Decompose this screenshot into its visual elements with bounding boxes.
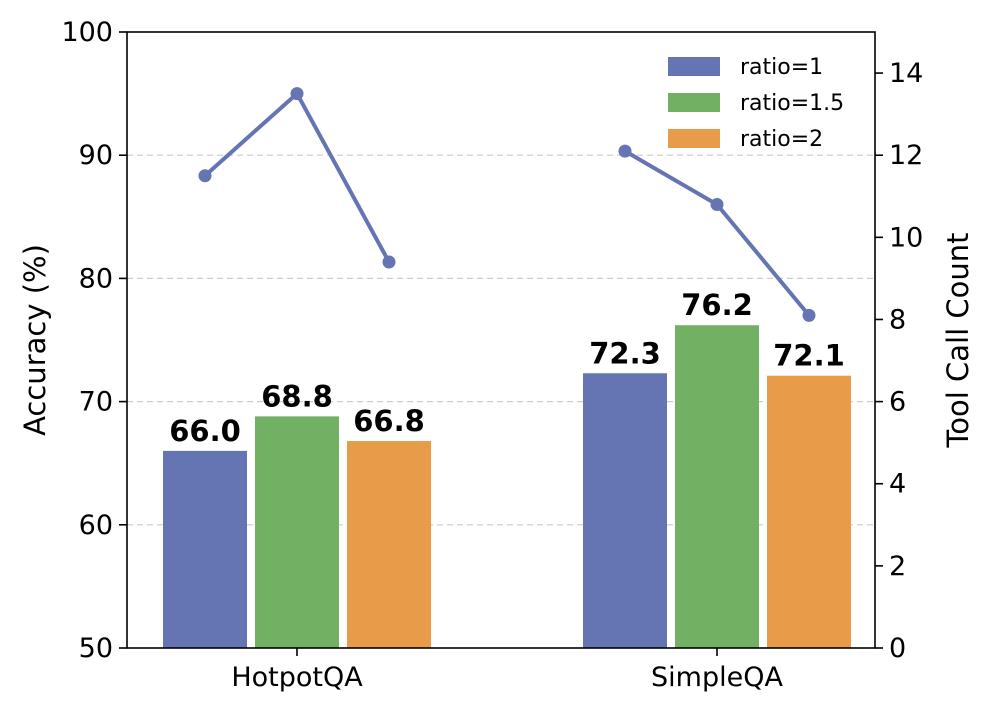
y2-tick-label: 12 [889, 140, 923, 171]
bar-label-layer: 66.0 72.3 68.8 76.2 66.8 72.1 [169, 288, 845, 448]
legend-label: ratio=1 [740, 55, 823, 80]
y-tick-label: 80 [79, 263, 113, 294]
legend-swatch [668, 129, 720, 148]
axis-layer: 50 60 70 80 90 100 0 2 4 6 8 10 12 14 HotpotQA SimpleQA [61, 17, 923, 693]
y-axis-title: Accuracy (%) [18, 244, 52, 436]
bar-value-label: 68.8 [261, 379, 333, 413]
y2-tick-label: 0 [889, 633, 906, 664]
bar-value-label: 72.3 [589, 336, 661, 370]
bar-value-label: 66.8 [353, 404, 425, 438]
bar-hotpotqa-ratio-2 [347, 441, 431, 648]
y-tick-label: 60 [79, 510, 113, 541]
bar-hotpotqa-ratio-1 [163, 450, 247, 648]
tool-call-point [710, 197, 724, 211]
y-tick-label: 100 [61, 17, 113, 48]
legend-label: ratio=2 [740, 127, 823, 152]
y2-tick-label: 8 [889, 304, 906, 335]
legend-swatch [668, 93, 720, 112]
tool-call-point [382, 255, 396, 269]
y2-tick-label: 6 [889, 387, 906, 418]
tool-call-line-layer [198, 87, 816, 322]
bar-simpleqa-ratio-2 [767, 375, 851, 648]
bar-layer [163, 325, 851, 648]
bar-value-label: 72.1 [773, 339, 845, 373]
y2-tick-label: 10 [889, 222, 923, 253]
tool-call-point [198, 169, 212, 183]
y2-tick-label: 4 [889, 469, 906, 500]
y2-tick-label: 14 [889, 58, 923, 89]
plot-frame [126, 31, 876, 649]
bar-value-label: 76.2 [681, 288, 753, 322]
y2-axis-title: Tool Call Count [941, 232, 975, 448]
bar-hotpotqa-ratio-1-5 [255, 416, 339, 648]
y-tick-label: 70 [79, 387, 113, 418]
legend: ratio=1 ratio=1.5 ratio=2 [668, 55, 844, 152]
y-tick-label: 50 [79, 633, 113, 664]
x-tick-label: HotpotQA [231, 662, 363, 693]
y-tick-label: 90 [79, 140, 113, 171]
tool-call-point [802, 308, 816, 322]
bar-value-label: 66.0 [169, 414, 241, 448]
legend-swatch [668, 57, 720, 76]
bar-simpleqa-ratio-1-5 [675, 325, 759, 648]
tool-call-point [290, 87, 304, 101]
tool-call-point [618, 144, 632, 158]
x-tick-label: SimpleQA [651, 662, 783, 693]
bar-simpleqa-ratio-1 [583, 373, 667, 648]
legend-label: ratio=1.5 [740, 91, 844, 116]
y2-tick-label: 2 [889, 551, 906, 582]
tool-call-line-hotpotqa [203, 91, 391, 263]
